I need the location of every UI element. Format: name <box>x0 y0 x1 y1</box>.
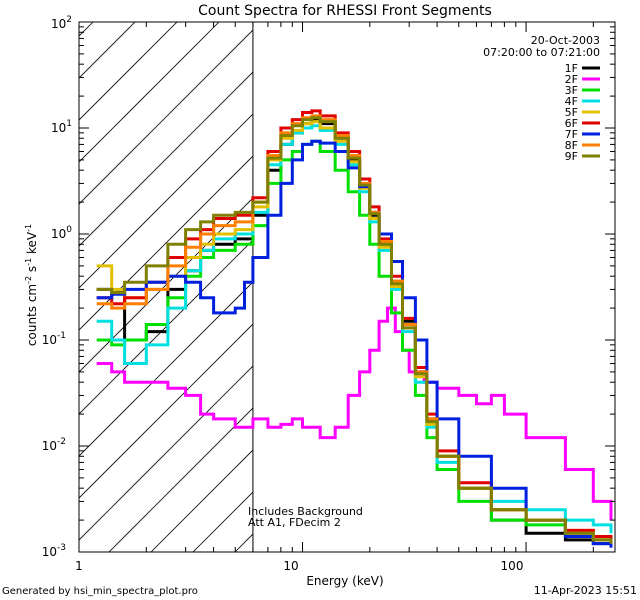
y-tick-label-1e1: 101 <box>51 119 72 135</box>
series-layer <box>96 109 613 548</box>
annotation-attenuator: Att A1, FDecim 2 <box>248 516 341 529</box>
x-tick-label-1: 1 <box>75 559 83 573</box>
y-tick-label-1e2: 102 <box>51 15 72 31</box>
axis-ticks <box>78 21 615 553</box>
hatch-line <box>79 22 346 289</box>
time-range-label: 07:20:00 to 07:21:00 <box>483 46 600 59</box>
y-axis-label: counts cm-2 s-1 keV-1 <box>24 224 39 346</box>
hatch-line <box>79 22 430 373</box>
x-tick-label-100: 100 <box>501 559 524 573</box>
legend-label-6F: 6F <box>565 117 578 130</box>
series-9F <box>96 116 613 544</box>
legend-label-9F: 9F <box>565 150 578 163</box>
hatch-line <box>79 22 94 37</box>
date-label: 20-Oct-2003 <box>531 34 600 47</box>
y-tick-label-1e-2: 10-2 <box>42 437 66 453</box>
legend-label-4F: 4F <box>565 95 578 108</box>
series-7F <box>96 139 613 548</box>
series-2F <box>96 306 613 521</box>
hatch-line <box>79 22 304 247</box>
chart-title: Count Spectra for RHESSI Front Segments <box>198 3 492 19</box>
hatch-line <box>79 22 388 331</box>
footer-generated-by: Generated by hsi_min_spectra_plot.pro <box>2 586 198 597</box>
legend-label-8F: 8F <box>565 139 578 152</box>
legend-label-5F: 5F <box>565 106 578 119</box>
legend-label-1F: 1F <box>565 62 578 75</box>
y-tick-label-1e-3: 10-3 <box>42 543 66 559</box>
plot-frame <box>78 21 616 553</box>
legend-label-7F: 7F <box>565 128 578 141</box>
x-axis-label: Energy (keV) <box>306 574 383 588</box>
legend-label-3F: 3F <box>565 84 578 97</box>
y-tick-label-1e0: 100 <box>51 225 72 241</box>
hatch-mask <box>252 22 615 552</box>
y-tick-label-1e-1: 10-1 <box>42 331 66 347</box>
y-tick-labels: 10-3 10-2 10-1 100 101 102 <box>42 15 73 559</box>
attenuator-hatch-region <box>79 22 615 552</box>
footer-timestamp: 11-Apr-2023 15:51 <box>534 584 637 597</box>
annotation-background: Includes Background <box>248 505 363 518</box>
legend-label-2F: 2F <box>565 73 578 86</box>
x-tick-label-10: 10 <box>283 559 298 573</box>
